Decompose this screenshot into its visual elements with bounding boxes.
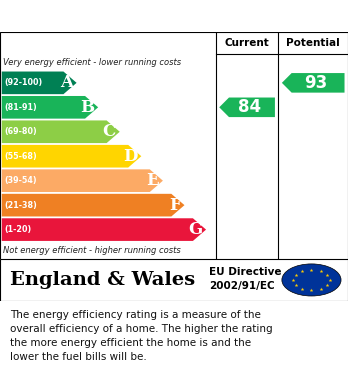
Text: (81-91): (81-91) bbox=[4, 103, 37, 112]
Text: The energy efficiency rating is a measure of the
overall efficiency of a home. T: The energy efficiency rating is a measur… bbox=[10, 310, 273, 362]
Ellipse shape bbox=[282, 264, 341, 296]
Text: G: G bbox=[188, 221, 202, 238]
Text: Energy Efficiency Rating: Energy Efficiency Rating bbox=[9, 7, 238, 25]
Text: England & Wales: England & Wales bbox=[10, 271, 196, 289]
Text: EU Directive
2002/91/EC: EU Directive 2002/91/EC bbox=[209, 267, 281, 291]
Polygon shape bbox=[2, 145, 141, 168]
Polygon shape bbox=[282, 73, 345, 93]
Text: E: E bbox=[146, 172, 159, 189]
Text: F: F bbox=[169, 197, 181, 213]
Polygon shape bbox=[2, 96, 98, 118]
Text: Current: Current bbox=[225, 38, 269, 48]
Text: Very energy efficient - lower running costs: Very energy efficient - lower running co… bbox=[3, 57, 182, 66]
Text: C: C bbox=[103, 123, 116, 140]
Polygon shape bbox=[2, 218, 206, 241]
Text: (69-80): (69-80) bbox=[4, 127, 37, 136]
Polygon shape bbox=[2, 169, 163, 192]
Text: (1-20): (1-20) bbox=[4, 225, 31, 234]
Text: A: A bbox=[60, 74, 73, 91]
Polygon shape bbox=[219, 97, 275, 117]
Text: (39-54): (39-54) bbox=[4, 176, 37, 185]
Polygon shape bbox=[2, 194, 184, 217]
Text: D: D bbox=[123, 148, 137, 165]
Text: 84: 84 bbox=[238, 98, 262, 116]
Text: 93: 93 bbox=[304, 74, 328, 92]
Text: (55-68): (55-68) bbox=[4, 152, 37, 161]
Text: Not energy efficient - higher running costs: Not energy efficient - higher running co… bbox=[3, 246, 181, 255]
Text: Potential: Potential bbox=[286, 38, 340, 48]
Text: (92-100): (92-100) bbox=[4, 78, 42, 87]
Polygon shape bbox=[2, 72, 77, 94]
Text: (21-38): (21-38) bbox=[4, 201, 37, 210]
Text: B: B bbox=[80, 99, 94, 116]
Polygon shape bbox=[2, 120, 120, 143]
